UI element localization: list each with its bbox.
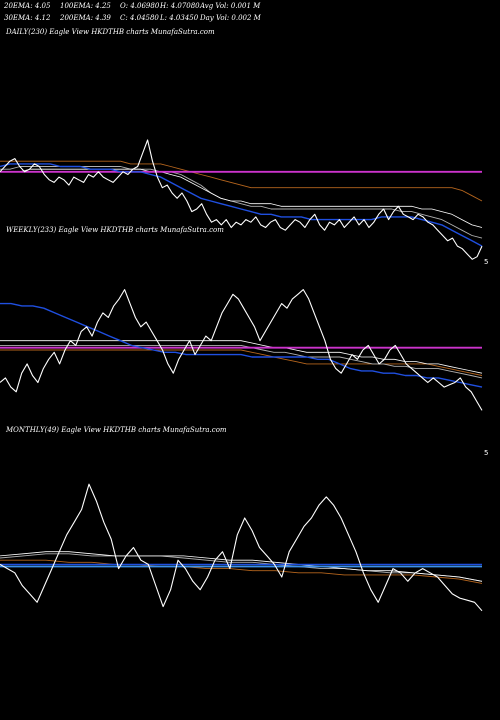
header-30ema: 30EMA: 4.12 (4, 14, 51, 22)
monthly-panel-label: MONTHLY(49) Eagle View HKDTHB charts Mun… (5, 426, 227, 434)
header-open: O: 4.06980 (120, 2, 160, 10)
daily-ema-brown-line (0, 160, 483, 202)
header-low: L: 4.03450 (159, 14, 199, 22)
header-close: C: 4.04580 (120, 14, 159, 22)
monthly-price-line (0, 483, 483, 612)
weekly-panel-label: WEEKLY(233) Eagle View HKDTHB charts Mun… (6, 226, 224, 234)
header-100ema: 100EMA: 4.25 (60, 2, 111, 10)
header-day-vol: Day Vol: 0.002 M (199, 14, 262, 22)
header-avg-vol: Avg Vol: 0.001 M (199, 2, 261, 10)
weekly-price-line (0, 289, 483, 411)
daily-ema-blue-line (0, 163, 483, 247)
daily-panel (0, 139, 483, 260)
weekly-panel (0, 289, 483, 411)
header: 20EMA: 4.05 100EMA: 4.25 O: 4.06980 H: 4… (3, 2, 262, 22)
header-200ema: 200EMA: 4.39 (59, 14, 111, 22)
header-high: H: 4.07080 (159, 2, 200, 10)
weekly-ema-white-line (0, 340, 483, 374)
monthly-ema-white-line (0, 551, 483, 582)
monthly-ema-grey-line (0, 553, 483, 582)
weekly-axis-tick: 5 (484, 449, 488, 457)
daily-price-line (0, 139, 483, 260)
daily-axis-tick: 5 (484, 258, 488, 266)
daily-panel-label: DAILY(230) Eagle View HKDTHB charts Muna… (5, 28, 215, 36)
header-20ema: 20EMA: 4.05 (3, 2, 51, 10)
weekly-ema-grey-line (0, 344, 483, 379)
monthly-panel (0, 483, 483, 612)
weekly-ema-blue-line (0, 302, 483, 388)
daily-ema-white-line (0, 168, 483, 228)
weekly-ema-brown-line (0, 349, 483, 376)
